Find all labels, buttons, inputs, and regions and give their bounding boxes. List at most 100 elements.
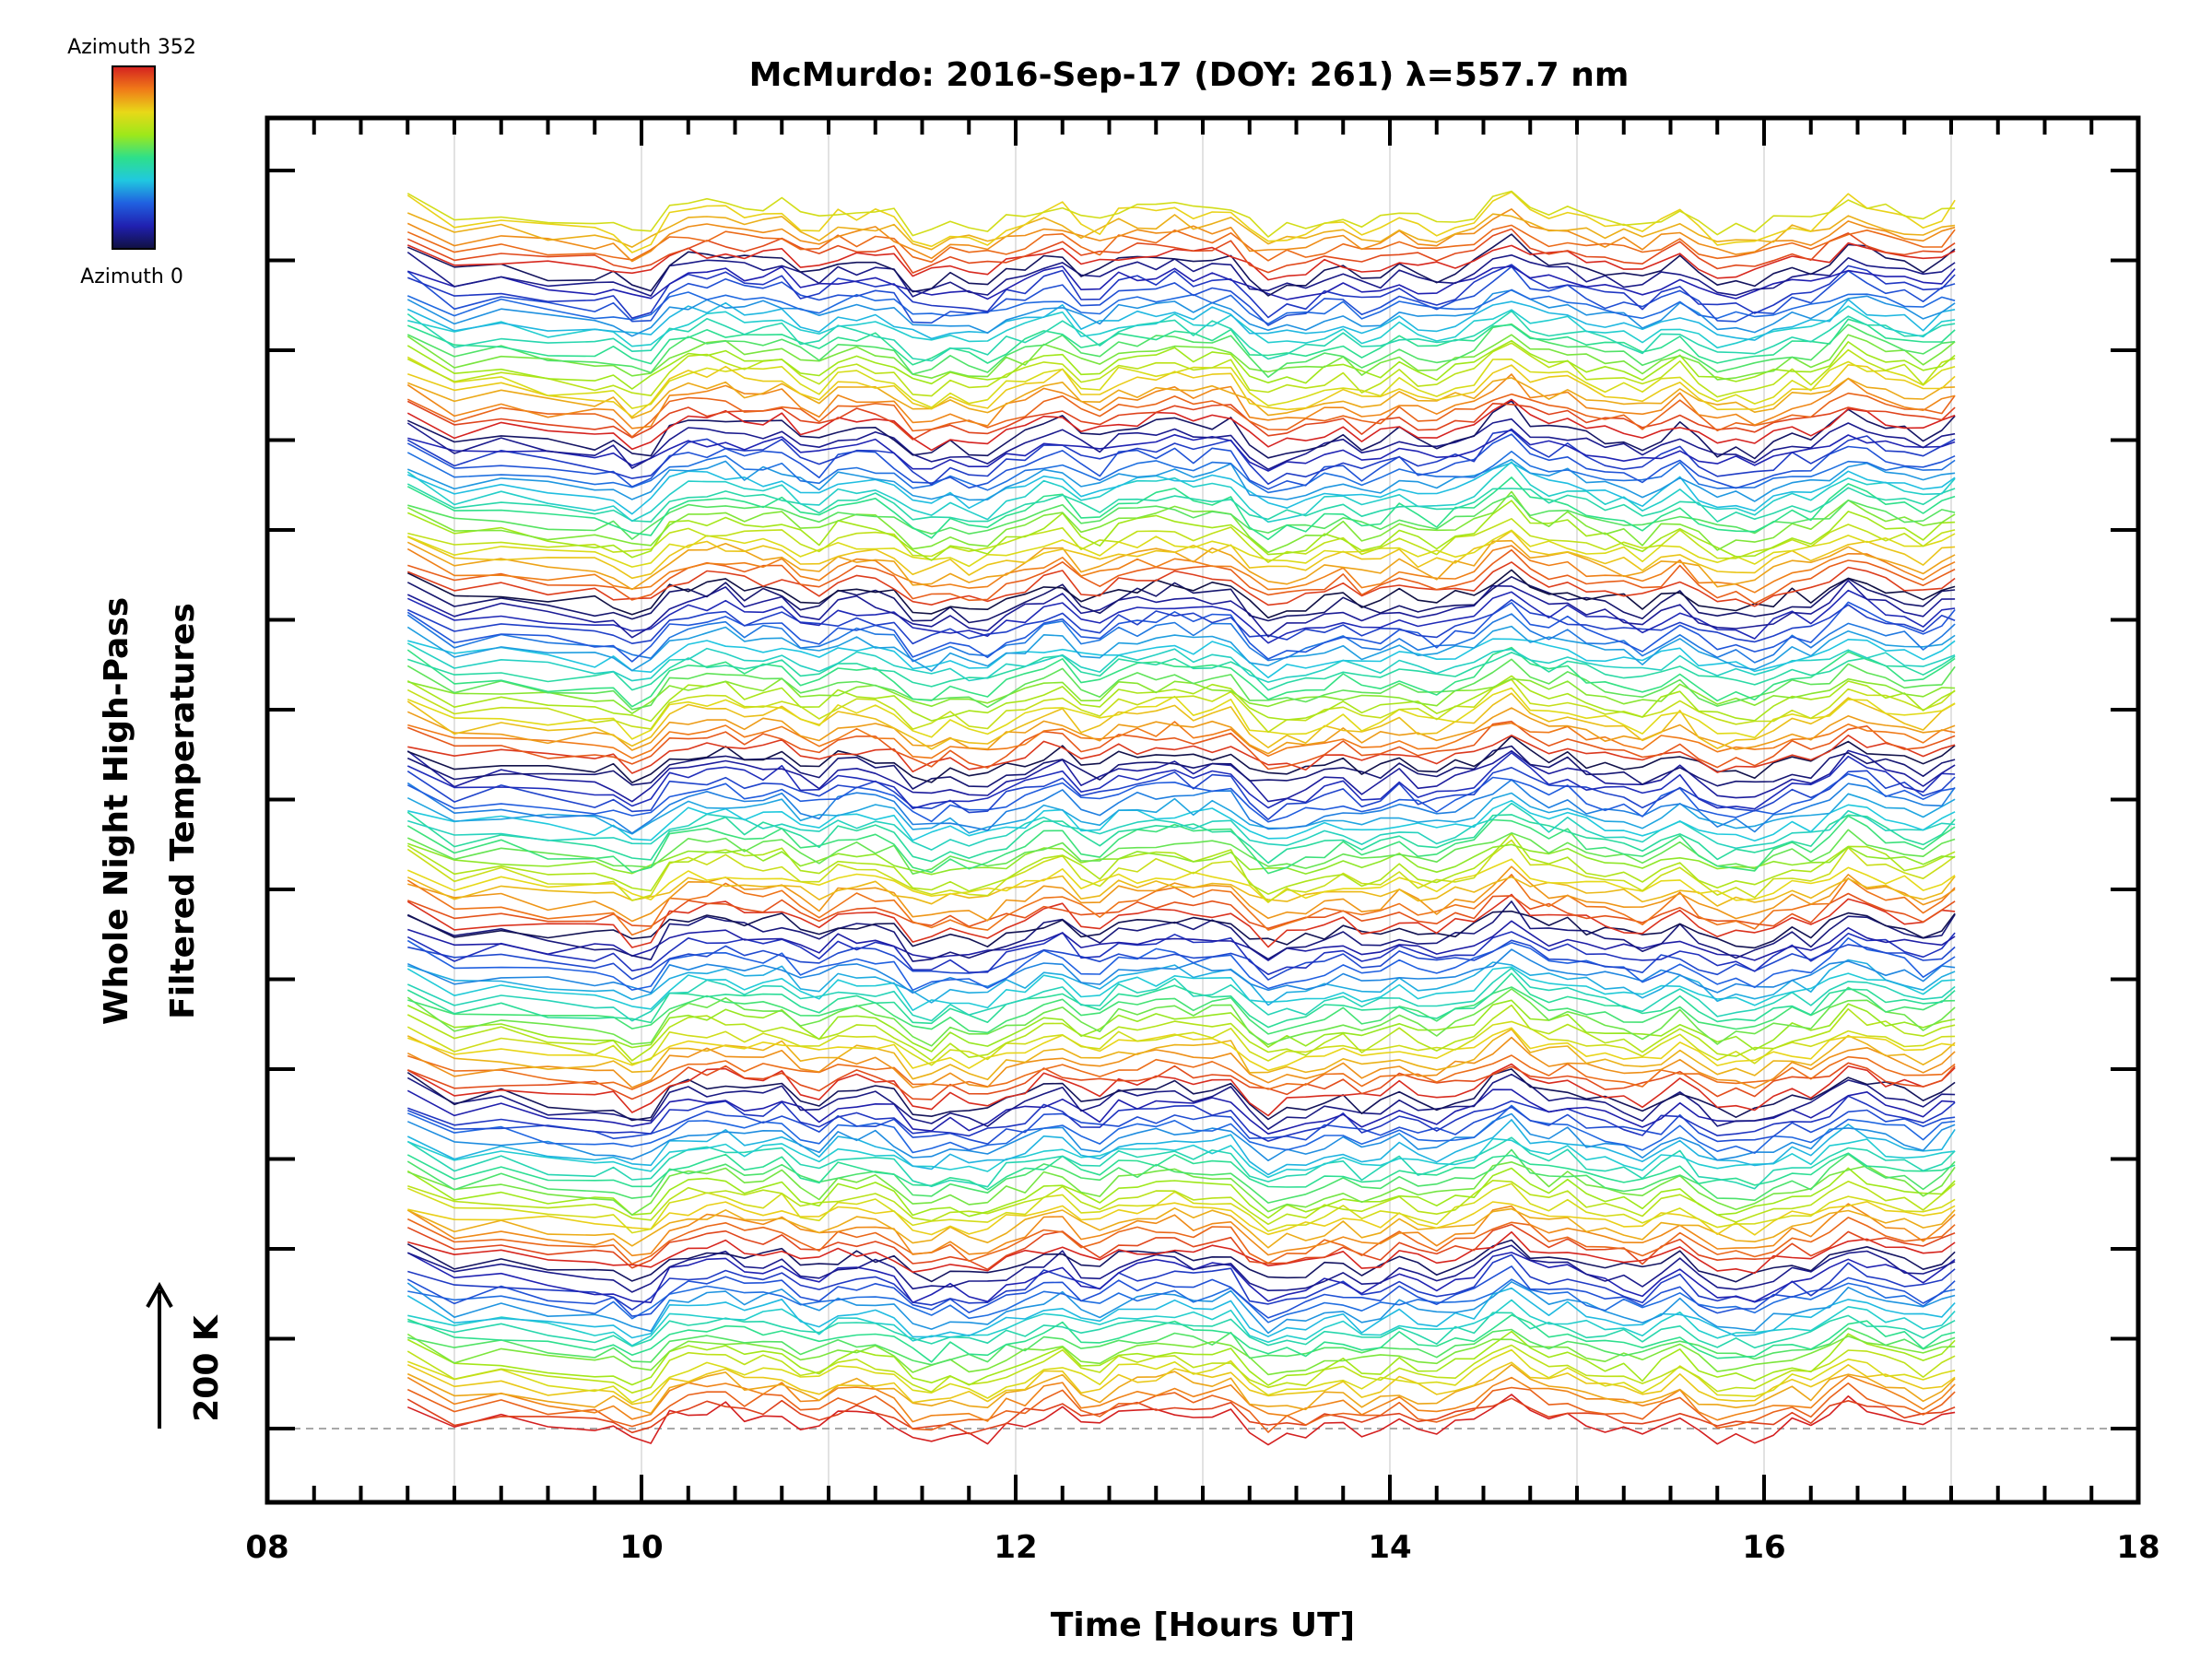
temperature-trace bbox=[406, 1330, 1956, 1386]
temperature-trace bbox=[406, 1028, 1956, 1081]
temperature-trace bbox=[406, 191, 1956, 253]
temperature-trace bbox=[407, 802, 1956, 851]
temperature-trace bbox=[406, 1374, 1956, 1423]
temperature-trace bbox=[406, 875, 1956, 907]
x-tick-label: 16 bbox=[1742, 1529, 1785, 1566]
temperature-trace bbox=[407, 721, 1956, 759]
temperature-trace bbox=[406, 289, 1956, 337]
scale-bar-label: 200 K bbox=[188, 1314, 226, 1422]
temperature-trace bbox=[406, 642, 1956, 683]
temperature-trace bbox=[406, 1119, 1956, 1176]
temperature-trace bbox=[406, 692, 1956, 750]
y-axis-label-line2: Filtered Temperatures bbox=[164, 603, 202, 1019]
temperature-trace bbox=[406, 931, 1956, 975]
temperature-trace bbox=[406, 1265, 1956, 1319]
temperature-trace bbox=[406, 839, 1956, 903]
temperature-trace bbox=[406, 299, 1956, 341]
x-axis-ticks bbox=[265, 118, 2140, 1502]
temperature-trace bbox=[406, 832, 1956, 895]
temperature-trace bbox=[406, 749, 1956, 803]
temperature-trace bbox=[406, 613, 1956, 664]
temperature-trace bbox=[406, 462, 1956, 515]
temperature-trace bbox=[406, 1088, 1956, 1135]
temperature-trace bbox=[406, 400, 1956, 460]
temperature-trace bbox=[407, 1314, 1956, 1363]
temperature-trace bbox=[406, 356, 1956, 409]
temperature-trace bbox=[406, 1394, 1956, 1446]
temperature-trace bbox=[406, 1239, 1956, 1283]
temperature-trace bbox=[406, 1287, 1956, 1339]
scale-bar-arrowhead bbox=[146, 1281, 173, 1308]
temperature-trace bbox=[406, 910, 1956, 949]
temperature-trace bbox=[406, 779, 1956, 834]
temperature-trace bbox=[406, 575, 1956, 624]
x-tick-label: 18 bbox=[2116, 1529, 2159, 1566]
temperature-trace bbox=[406, 1112, 1956, 1161]
colorbar: Azimuth 352 Azimuth 0 bbox=[67, 36, 196, 288]
temperature-trace bbox=[406, 936, 1956, 992]
colorbar-bottom-label: Azimuth 0 bbox=[80, 265, 183, 288]
temperature-trace bbox=[406, 625, 1956, 672]
temperature-trace bbox=[406, 675, 1956, 723]
temperature-trace bbox=[406, 208, 1956, 263]
temperature-trace bbox=[407, 428, 1956, 472]
temperature-trace bbox=[406, 1068, 1956, 1122]
temperature-trace bbox=[407, 529, 1956, 568]
temperature-trace bbox=[406, 579, 1956, 639]
temperature-trace bbox=[407, 1299, 1956, 1347]
temperature-trace bbox=[406, 212, 1956, 251]
temperature-trace bbox=[407, 377, 1956, 419]
temperature-trace bbox=[406, 461, 1956, 524]
temperature-trace bbox=[407, 939, 1956, 981]
temperature-trace bbox=[406, 433, 1956, 490]
x-tick-label: 14 bbox=[1368, 1529, 1411, 1566]
temperature-trace bbox=[406, 477, 1956, 541]
temperature-trace bbox=[406, 815, 1956, 875]
temperature-trace bbox=[407, 677, 1956, 714]
temperature-trace bbox=[406, 1004, 1956, 1062]
temperature-trace bbox=[406, 893, 1956, 948]
temperature-trace bbox=[407, 517, 1956, 563]
temperature-trace bbox=[406, 334, 1956, 381]
temperature-trace bbox=[406, 1203, 1956, 1257]
temperature-trace bbox=[407, 986, 1956, 1035]
temperature-trace bbox=[406, 1217, 1956, 1265]
temperature-trace bbox=[407, 799, 1956, 842]
temperature-trace bbox=[407, 892, 1956, 930]
temperature-trace bbox=[406, 988, 1956, 1047]
temperature-trace bbox=[407, 920, 1956, 961]
temperature-trace bbox=[407, 842, 1956, 876]
x-axis-label: Time [Hours UT] bbox=[1051, 1606, 1355, 1644]
temperature-trace bbox=[407, 265, 1956, 300]
temperature-trace bbox=[407, 1253, 1956, 1311]
temperature-trace bbox=[406, 418, 1956, 471]
temperature-trace bbox=[406, 1207, 1956, 1249]
x-axis-tick-labels: 08 10 12 14 16 18 bbox=[245, 1529, 2159, 1566]
temperature-trace bbox=[406, 1361, 1956, 1406]
temperature-trace bbox=[406, 948, 1956, 994]
colorbar-top-label: Azimuth 352 bbox=[67, 36, 196, 59]
scale-bar: 200 K bbox=[146, 1281, 226, 1429]
temperature-trace bbox=[406, 241, 1956, 281]
temperature-trace bbox=[407, 305, 1956, 349]
temperature-trace bbox=[407, 1244, 1956, 1293]
temperature-trace bbox=[407, 1106, 1956, 1145]
temperature-trace bbox=[407, 1201, 1956, 1236]
temperature-trace bbox=[406, 545, 1956, 594]
temperature-trace bbox=[406, 772, 1956, 823]
temperature-trace bbox=[406, 539, 1956, 591]
temperature-trace bbox=[406, 967, 1956, 1022]
temperature-trace bbox=[406, 310, 1956, 362]
temperature-trace bbox=[406, 233, 1956, 297]
temperature-trace bbox=[406, 450, 1956, 494]
temperature-trace bbox=[407, 1062, 1956, 1100]
chart-title: McMurdo: 2016-Sep-17 (DOY: 261) λ=557.7 … bbox=[749, 56, 1630, 94]
temperature-trace bbox=[406, 751, 1956, 810]
temperature-trace bbox=[406, 766, 1956, 820]
temperature-trace bbox=[406, 1136, 1956, 1190]
temperature-trace bbox=[406, 1104, 1956, 1154]
temperature-trace bbox=[406, 1167, 1956, 1219]
temperature-traces bbox=[406, 190, 1956, 1446]
temperature-trace bbox=[406, 598, 1956, 645]
